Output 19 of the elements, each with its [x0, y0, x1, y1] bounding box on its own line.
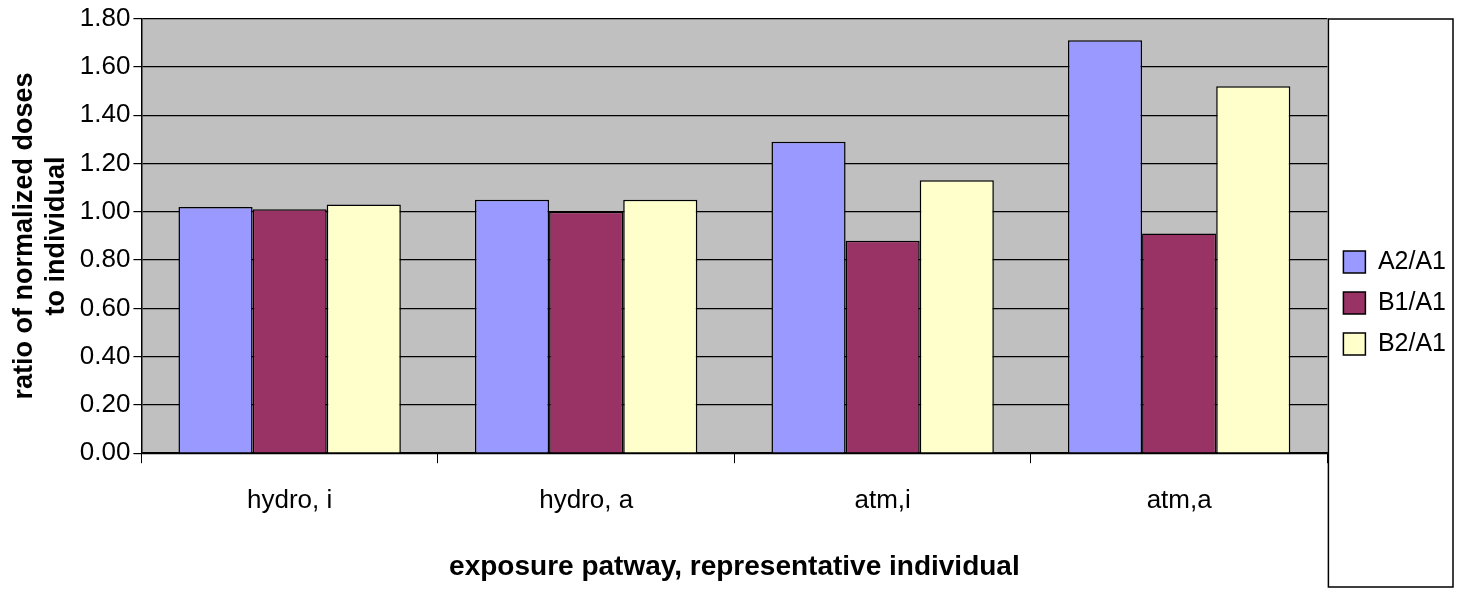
y-tick-label: 1.20: [79, 146, 131, 177]
y-tick-label: 1.40: [79, 98, 131, 129]
y-axis-title: ratio of normalized doses to individual: [7, 72, 71, 400]
x-tick-label: atm,i: [854, 483, 911, 514]
y-tick-label: 1.60: [79, 50, 131, 81]
legend-label: B2/A1: [1377, 327, 1447, 356]
legend-label: A2/A1: [1377, 245, 1447, 274]
x-tick-label: hydro, a: [539, 483, 634, 514]
x-axis-title: exposure patway, representative individual: [449, 549, 1020, 581]
x-tick-label: atm,a: [1146, 483, 1213, 514]
y-tick-label: 0.40: [79, 339, 131, 370]
y-tick-label: 0.20: [79, 388, 131, 419]
x-tick-label: hydro, i: [247, 483, 333, 514]
y-tick-label: 0.60: [79, 291, 131, 322]
y-tick-label: 1.80: [79, 1, 131, 32]
y-tick-label: 0.00: [79, 436, 131, 467]
y-tick-label: 0.80: [79, 243, 131, 274]
legend-label: B1/A1: [1377, 286, 1447, 315]
y-tick-label: 1.00: [79, 194, 131, 225]
